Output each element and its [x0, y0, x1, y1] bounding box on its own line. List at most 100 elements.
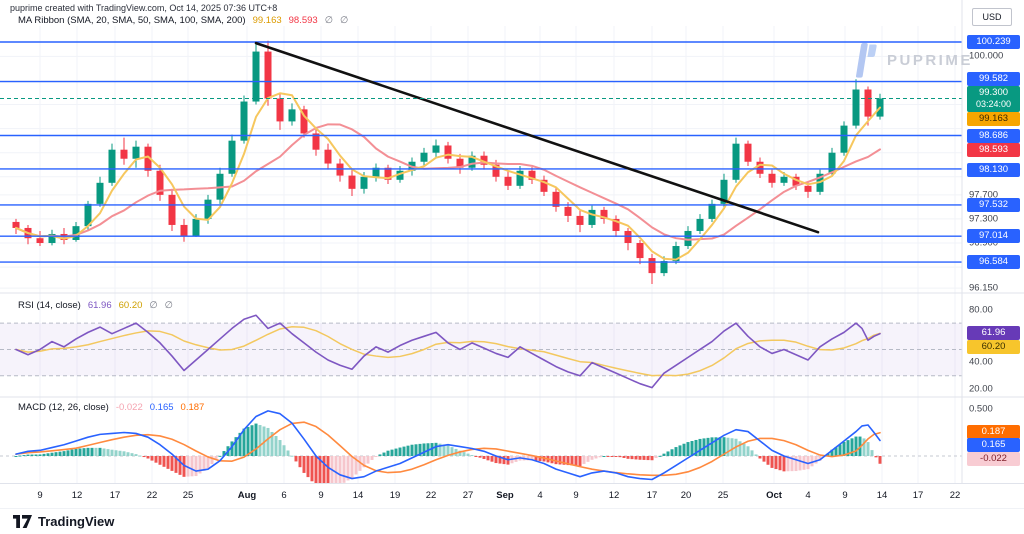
price-badge: 97.532: [967, 198, 1020, 212]
axis-label: 100.000: [969, 50, 1004, 62]
price-badge: -0.022: [967, 452, 1020, 466]
candle: [540, 179, 548, 192]
time-tick-label: 22: [949, 490, 961, 501]
price-level-lines[interactable]: [0, 41, 962, 263]
candle: [756, 161, 764, 174]
candle: [144, 146, 152, 171]
price-badge: 100.239: [967, 35, 1020, 49]
price-axis[interactable]: 100.000 97.700 97.300 96.900 96.150 80.00 40.0…: [962, 0, 1024, 508]
candle: [108, 149, 116, 183]
price-badge: 61.96: [967, 326, 1020, 340]
candle: [300, 109, 308, 134]
axis-label: 0.500: [969, 403, 993, 415]
candle: [660, 261, 668, 274]
candle: [600, 209, 608, 219]
main-chart[interactable]: [0, 0, 1024, 508]
candle: [156, 170, 164, 195]
price-badge: 99.582: [967, 72, 1020, 86]
tradingview-logo-text: TradingView: [38, 514, 115, 529]
macd-lines: [15, 410, 881, 481]
legend-value: 0.187: [180, 402, 205, 413]
time-tick-label: 25: [717, 490, 729, 501]
candle: [12, 221, 20, 228]
time-axis[interactable]: 9 12 17 22 25 Aug 6 9 14 19 22 27 Sep 4 9 12 17 20 25 Oct 4 9…: [0, 483, 1024, 508]
countdown-timer: 03:24:00: [975, 99, 1012, 109]
axis-label: 40.00: [969, 356, 993, 368]
time-tick-label: 22: [146, 490, 158, 501]
legend-value: 99.163: [252, 15, 282, 26]
price-badge: 60.20: [967, 340, 1020, 354]
candle: [516, 170, 524, 186]
time-tick-label: 20: [680, 490, 692, 501]
rsi-legend[interactable]: RSI (14, close) 61.96 60.20 ∅ ∅: [18, 300, 173, 311]
tradingview-logo[interactable]: TradingView: [13, 514, 114, 529]
candle: [228, 140, 236, 174]
candle: [324, 149, 332, 164]
candle: [468, 155, 476, 168]
time-tick-label: Sep: [496, 490, 514, 501]
time-tick-label: 12: [71, 490, 83, 501]
current-price-badge: 99.300 03:24:00: [967, 86, 1020, 112]
price-scale-currency[interactable]: USD: [972, 8, 1012, 26]
time-tick-label: 25: [182, 490, 194, 501]
price-badge: 99.163: [967, 112, 1020, 126]
candle: [348, 175, 356, 189]
time-tick-label: 14: [352, 490, 364, 501]
candle: [768, 173, 776, 183]
time-tick-label: 9: [573, 490, 579, 501]
candle: [504, 176, 512, 186]
candle: [804, 185, 812, 192]
time-tick-label: 4: [537, 490, 543, 501]
legend-value: ∅: [339, 15, 349, 26]
candle: [564, 206, 572, 216]
time-tick-label: 27: [462, 490, 474, 501]
time-tick-label: 9: [37, 490, 43, 501]
candle: [672, 246, 680, 262]
candle: [264, 51, 272, 99]
candle: [828, 152, 836, 174]
candle: [708, 203, 716, 219]
time-tick-label: 6: [281, 490, 287, 501]
candle: [864, 89, 872, 117]
time-tick-label: 9: [842, 490, 848, 501]
candle: [636, 243, 644, 259]
candle: [588, 209, 596, 225]
grid-lines: [0, 26, 962, 483]
price-badge: 98.593: [967, 143, 1020, 157]
candle: [612, 218, 620, 231]
axis-label: 80.00: [969, 304, 993, 316]
tradingview-logo-icon: [13, 515, 32, 528]
axis-label: 96.150: [969, 282, 999, 294]
candle: [552, 191, 560, 207]
candle: [96, 182, 104, 204]
time-tick-label: 19: [389, 490, 401, 501]
price-badge: 98.686: [967, 129, 1020, 143]
macd-legend[interactable]: MACD (12, 26, close) -0.022 0.165 0.187: [18, 402, 204, 413]
time-tick-label: 4: [805, 490, 811, 501]
trend-line[interactable]: [254, 41, 820, 234]
candle: [852, 89, 860, 126]
pane-separators: [0, 0, 1024, 508]
candle: [420, 152, 428, 162]
candle: [624, 230, 632, 244]
time-tick-label: 17: [109, 490, 121, 501]
legend-value: ∅: [149, 300, 158, 311]
candle: [732, 143, 740, 180]
legend-value: 0.165: [149, 402, 174, 413]
candle: [492, 164, 500, 177]
candle: [252, 51, 260, 102]
chart-attribution: puprime created with TradingView.com, Oc…: [10, 3, 278, 13]
candle: [312, 133, 320, 150]
candle: [576, 215, 584, 225]
candle: [84, 203, 92, 227]
time-tick-label: 9: [318, 490, 324, 501]
candle: [456, 158, 464, 168]
rsi-lines: [15, 314, 881, 389]
legend-value: -0.022: [115, 402, 143, 413]
candle: [648, 258, 656, 274]
ma-ribbon-lines: [15, 92, 881, 261]
candle: [192, 218, 200, 236]
candles-layer: [12, 40, 884, 284]
ma-ribbon-legend[interactable]: MA Ribbon (SMA, 20, SMA, 50, SMA, 100, S…: [18, 15, 348, 26]
